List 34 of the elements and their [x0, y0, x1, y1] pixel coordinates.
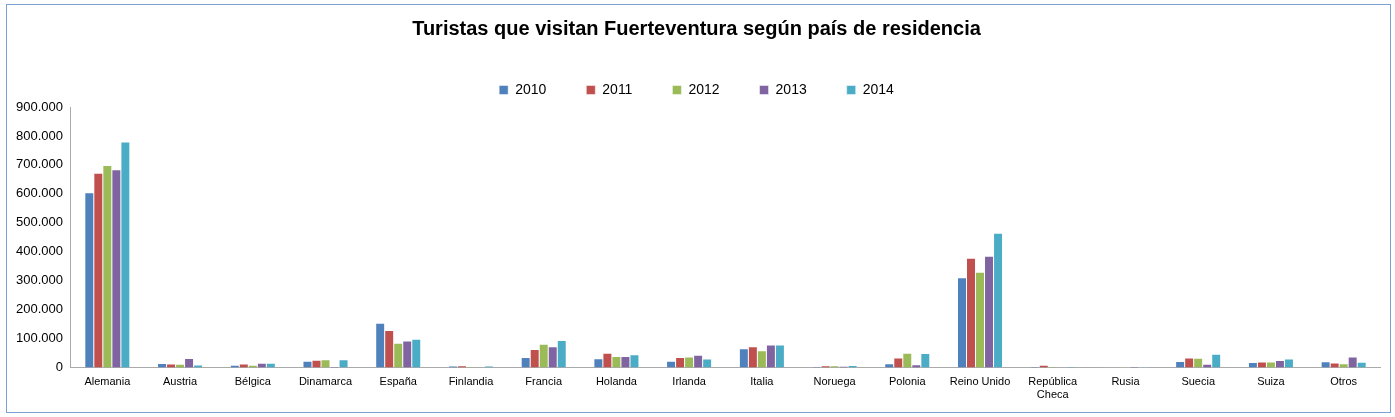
x-tick-label: Suecia: [1181, 375, 1216, 388]
x-tick-label: Noruega: [813, 375, 857, 388]
x-tick-label: Reino Unido: [949, 375, 1011, 388]
y-tick-label: 100.000: [15, 330, 63, 346]
y-tick-label: 0: [55, 359, 63, 375]
x-tick-label: Finlandia: [448, 375, 495, 388]
x-tick-label: Austria: [162, 375, 199, 388]
y-tick-label: 300.000: [15, 272, 63, 288]
legend-label: 2011: [602, 80, 633, 97]
y-tick-label: 500.000: [15, 214, 63, 230]
y-tick-label: 800.000: [15, 127, 63, 143]
legend-label: 2013: [775, 80, 807, 97]
x-tick-label: Polonia: [888, 375, 927, 388]
x-tick-label: Rusia: [1111, 375, 1141, 388]
x-tick-label: Irlanda: [672, 375, 707, 388]
y-tick-label: 700.000: [15, 156, 63, 172]
chart-title: Turistas que visitan Fuerteventura según país de residencia: [412, 16, 982, 39]
x-tick-label: Dinamarca: [298, 375, 353, 388]
x-tick-label: Alemania: [84, 375, 132, 388]
legend-label: 2014: [862, 80, 895, 97]
x-tick-label: Italia: [750, 375, 775, 388]
y-tick-label: 900.000: [15, 98, 63, 114]
y-tick-label: 600.000: [15, 185, 63, 201]
y-tick-label: 400.000: [15, 243, 63, 259]
legend-label: 2010: [515, 80, 547, 97]
x-tick-label: Bélgica: [234, 375, 272, 388]
x-tick-label: Holanda: [595, 375, 638, 388]
legend-label: 2012: [688, 80, 720, 97]
x-tick-label: Otros: [1330, 375, 1358, 388]
x-tick-label: Suiza: [1257, 375, 1286, 388]
x-tick-label: Francia: [525, 375, 563, 388]
y-tick-label: 200.000: [15, 301, 63, 317]
x-tick-label: España: [379, 375, 418, 388]
x-tick-label: República Checa: [1028, 375, 1079, 401]
